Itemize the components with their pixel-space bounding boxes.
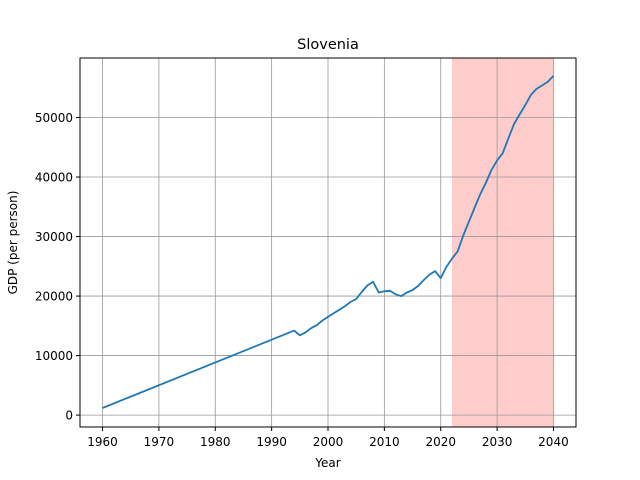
x-tick-label: 1980 xyxy=(200,435,231,449)
y-tick-label: 0 xyxy=(65,409,73,423)
x-tick-label: 2020 xyxy=(425,435,456,449)
x-tick-label: 2010 xyxy=(369,435,400,449)
x-tick-label: 2030 xyxy=(482,435,513,449)
y-tick-label: 10000 xyxy=(35,349,73,363)
y-tick-label: 30000 xyxy=(35,230,73,244)
y-tick-label: 40000 xyxy=(35,171,73,185)
tick-layer: 1960 1970 1980 1990 2000 2010 2020 2030 2040 0 100… xyxy=(35,111,569,449)
forecast-shade-layer xyxy=(452,58,554,427)
grid-layer xyxy=(80,58,576,427)
series-line xyxy=(102,75,555,409)
y-axis-label: GDP (per person) xyxy=(6,191,20,295)
y-tick-label: 20000 xyxy=(35,290,73,304)
forecast-region xyxy=(452,58,554,427)
x-tick-label: 2040 xyxy=(538,435,569,449)
y-tick-label: 50000 xyxy=(35,111,73,125)
x-axis-label: Year xyxy=(314,456,340,470)
x-tick-label: 2000 xyxy=(313,435,344,449)
x-tick-label: 1970 xyxy=(144,435,175,449)
x-tick-label: 1990 xyxy=(256,435,287,449)
x-tick-label: 1960 xyxy=(87,435,118,449)
series-layer xyxy=(102,75,555,409)
chart-title: Slovenia xyxy=(297,37,359,53)
